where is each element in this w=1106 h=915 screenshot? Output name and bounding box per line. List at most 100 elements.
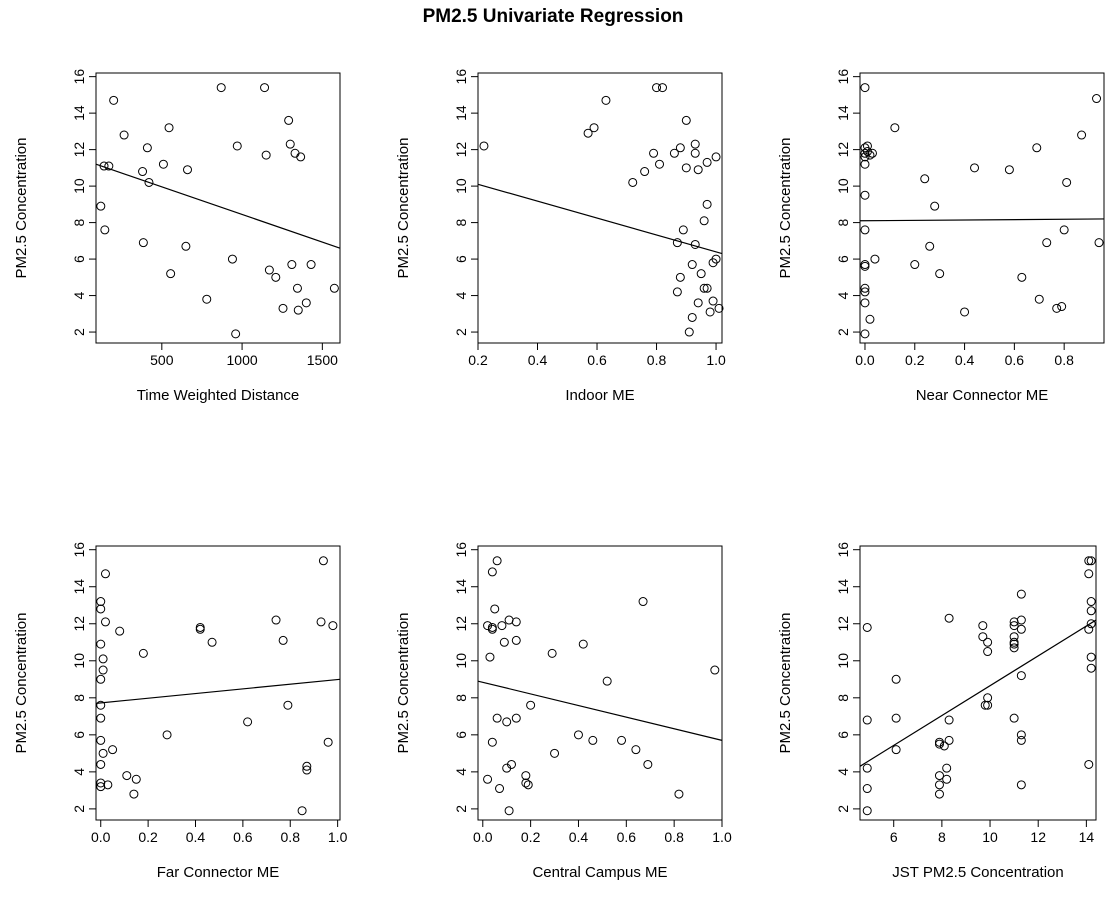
data-point [96, 782, 106, 792]
data-point [711, 254, 721, 264]
data-point [297, 806, 307, 816]
data-point [487, 624, 497, 634]
data-point [690, 139, 700, 149]
data-point [1016, 735, 1026, 745]
data-point [1009, 639, 1019, 649]
data-point [970, 163, 980, 173]
data-point [934, 771, 944, 781]
data-point [523, 780, 533, 790]
data-point [511, 713, 521, 723]
data-point [287, 260, 297, 270]
x-tick-label: 0.8 [647, 352, 667, 368]
y-tick-label: 4 [71, 768, 87, 776]
y-tick-label: 4 [453, 768, 469, 776]
x-tick-label: 1.0 [706, 352, 726, 368]
x-axis-label: Far Connector ME [157, 864, 280, 881]
y-tick-label: 10 [71, 178, 87, 194]
x-axis-label: Central Campus ME [532, 864, 667, 881]
y-tick-label: 10 [835, 178, 851, 194]
data-point [631, 745, 641, 755]
data-point [978, 621, 988, 631]
data-point [96, 201, 106, 211]
data-point [1086, 619, 1096, 629]
data-point [573, 730, 583, 740]
data-point [930, 201, 940, 211]
data-point [166, 269, 176, 279]
data-point [96, 597, 106, 607]
plot-frame [95, 545, 341, 821]
x-tick-label: 0.6 [233, 829, 253, 845]
data-point [271, 272, 281, 282]
data-point [207, 637, 217, 647]
data-point [144, 177, 154, 187]
data-point [158, 159, 168, 169]
y-tick-label: 14 [835, 579, 851, 595]
x-axis-label: JST PM2.5 Concentration [892, 864, 1063, 881]
data-point [164, 123, 174, 133]
y-axis-label: PM2.5 Concentration [13, 138, 30, 279]
regression-line [859, 619, 1097, 767]
data-point [100, 617, 110, 627]
data-point [942, 763, 952, 773]
data-point [100, 225, 110, 235]
data-point [690, 148, 700, 158]
x-tick-label: 0.8 [1054, 352, 1074, 368]
data-point [1059, 225, 1069, 235]
data-point [862, 784, 872, 794]
data-point [867, 148, 877, 158]
x-tick-label: 0.2 [905, 352, 925, 368]
data-point [862, 622, 872, 632]
y-tick-label: 6 [71, 731, 87, 739]
data-point [1086, 652, 1096, 662]
data-point [96, 735, 106, 745]
y-tick-label: 12 [453, 142, 469, 158]
data-point [1009, 621, 1019, 631]
data-point [511, 617, 521, 627]
data-point [302, 765, 312, 775]
data-point [521, 778, 531, 788]
data-point [687, 312, 697, 322]
data-point [669, 148, 679, 158]
x-tick-label: 1000 [227, 352, 258, 368]
data-point [601, 95, 611, 105]
data-point [934, 780, 944, 790]
x-tick-label: 0.6 [1005, 352, 1025, 368]
x-tick-label: 500 [150, 352, 174, 368]
data-point [292, 283, 302, 293]
x-tick-label: 0.2 [468, 352, 488, 368]
y-axis-label: PM2.5 Concentration [777, 613, 794, 754]
data-point [674, 789, 684, 799]
data-point [142, 143, 152, 153]
panel-far-connector-me: 0.0 0.2 0.4 0.6 0.8 1.0 2 4 6 8 10 12 14 16 Far Connec… [13, 542, 348, 881]
y-tick-label: 6 [71, 255, 87, 263]
data-point [693, 165, 703, 175]
data-point [1084, 624, 1094, 634]
data-point [316, 617, 326, 627]
panel-near-connector-me: 0.0 0.2 0.4 0.6 0.8 2 4 6 8 10 12 14 16 Near Connecto… [777, 69, 1105, 404]
x-axis-label: Indoor ME [565, 387, 634, 404]
data-point [1034, 294, 1044, 304]
y-tick-label: 2 [453, 805, 469, 813]
data-point [1016, 624, 1026, 634]
regression-line [477, 183, 723, 255]
plot-frame [95, 72, 341, 344]
x-tick-label: 0.0 [855, 352, 875, 368]
data-point [329, 283, 339, 293]
data-point [920, 174, 930, 184]
plot-frame [477, 545, 723, 821]
data-point [944, 715, 954, 725]
data-point [978, 632, 988, 642]
data-point [652, 83, 662, 93]
data-point [687, 260, 697, 270]
x-axis-label: Time Weighted Distance [137, 387, 300, 404]
data-point [521, 771, 531, 781]
data-point [202, 294, 212, 304]
y-tick-label: 16 [71, 542, 87, 558]
y-tick-label: 6 [835, 731, 851, 739]
data-point [216, 83, 226, 93]
x-tick-label: 0.2 [138, 829, 158, 845]
y-tick-label: 12 [835, 616, 851, 632]
data-point [684, 327, 694, 337]
data-point [98, 665, 108, 675]
data-point [115, 626, 125, 636]
